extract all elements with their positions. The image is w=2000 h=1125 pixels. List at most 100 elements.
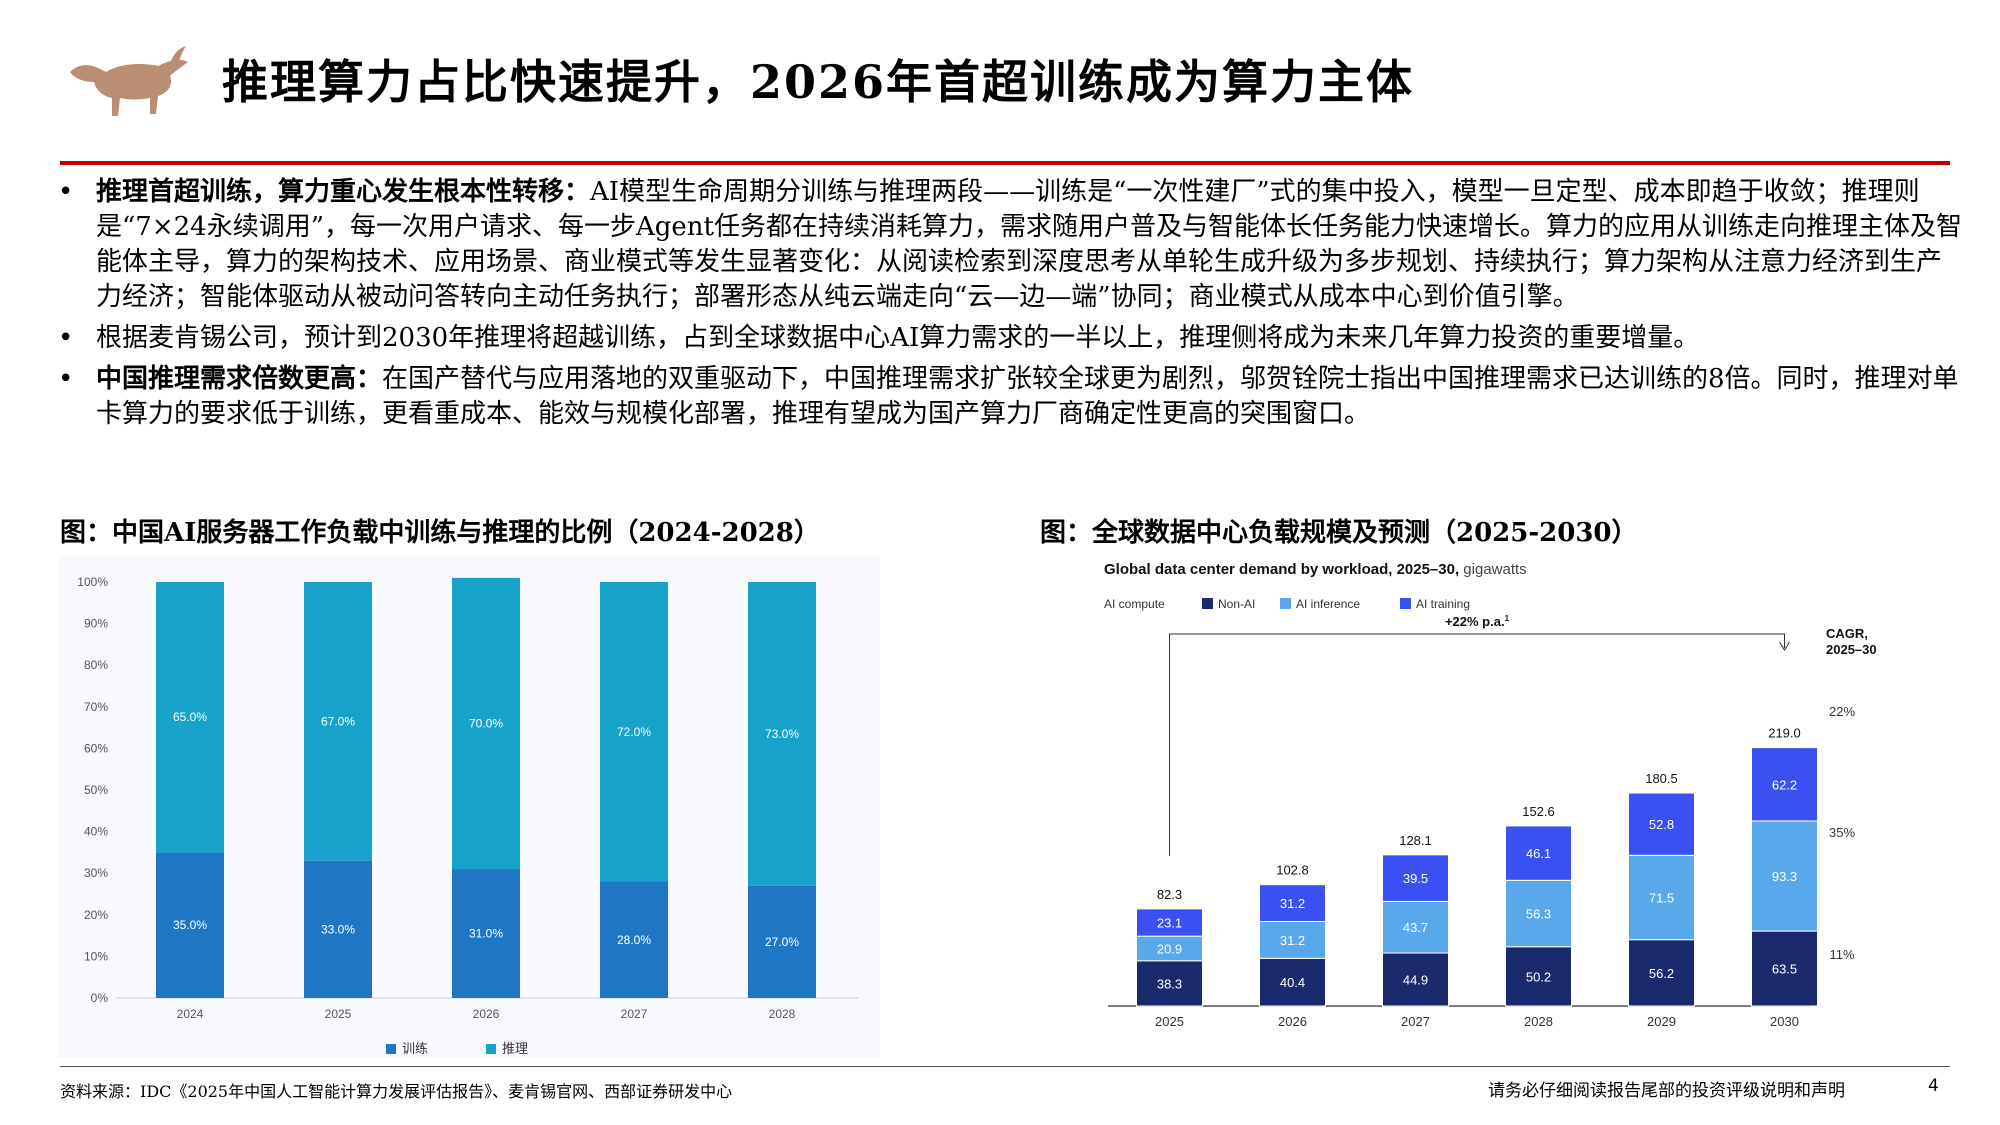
x-tick-label: 2024 xyxy=(177,1007,204,1021)
bar-segment xyxy=(1751,747,1818,822)
data-label: 39.5 xyxy=(1403,871,1428,886)
y-tick-label: 60% xyxy=(84,741,108,755)
bar-segment xyxy=(600,582,668,882)
data-label: 31.2 xyxy=(1280,896,1305,911)
bar-segment xyxy=(1628,939,1695,1007)
data-label: 63.5 xyxy=(1772,962,1797,977)
bar-segment xyxy=(1382,900,1449,954)
y-tick-label: 40% xyxy=(84,825,108,839)
cagr-value: 35% xyxy=(1829,825,1855,840)
y-tick-label: 30% xyxy=(84,866,108,880)
bar-segment xyxy=(748,885,816,998)
data-label: 44.9 xyxy=(1403,973,1428,988)
y-tick-label: 10% xyxy=(84,949,108,963)
bar-segment xyxy=(1382,854,1449,902)
legend-swatch xyxy=(1400,598,1411,609)
bull-logo-icon xyxy=(70,46,188,116)
bar-segment xyxy=(452,577,520,870)
bar-segment xyxy=(156,852,224,998)
bar-segment xyxy=(1382,952,1449,1007)
x-tick-label: 2025 xyxy=(325,1007,352,1021)
data-label: 73.0% xyxy=(765,727,799,741)
total-label: 82.3 xyxy=(1157,887,1182,902)
growth-annotation-sup: 1 xyxy=(1505,614,1510,623)
bullet-text: 根据麦肯锡公司，预计到2030年推理将超越训练，占到全球数据中心AI算力需求的一… xyxy=(96,323,1700,353)
page-title: 推理算力占比快速提升，2026年首超训练成为算力主体 xyxy=(222,55,1415,109)
bullet-dot: • xyxy=(58,323,74,353)
data-label: 52.8 xyxy=(1649,817,1674,832)
data-label: 62.2 xyxy=(1772,777,1797,792)
growth-annotation: +22% p.a.1 xyxy=(1445,614,1510,629)
data-label: 20.9 xyxy=(1157,941,1182,956)
bar-segment xyxy=(1136,935,1203,962)
figure-title-global-demand: 图：全球数据中心负载规模及预测（2025-2030） xyxy=(1040,518,1638,548)
bar-segment xyxy=(748,582,816,886)
data-label: 72.0% xyxy=(617,725,651,739)
global-demand-chart: Global data center demand by workload, 2… xyxy=(1104,561,1877,1029)
x-tick-label: 2028 xyxy=(769,1007,796,1021)
y-tick-label: 70% xyxy=(84,700,108,714)
y-tick-label: 80% xyxy=(84,658,108,672)
bar-segment xyxy=(156,582,224,853)
data-label: 56.2 xyxy=(1649,966,1674,981)
legend-swatch xyxy=(1280,598,1291,609)
legend-label: AI inference xyxy=(1296,597,1360,611)
bar-segment xyxy=(1505,946,1572,1007)
data-label: 56.3 xyxy=(1526,907,1551,922)
source-note: 资料来源：IDC《2025年中国人工智能计算力发展评估报告》、麦肯锡官网、西部证… xyxy=(60,1082,733,1101)
bar-segment xyxy=(1628,792,1695,856)
x-tick-label: 2026 xyxy=(1278,1014,1307,1029)
x-tick-label: 2026 xyxy=(473,1007,500,1021)
x-tick-label: 2030 xyxy=(1770,1014,1799,1029)
title-divider xyxy=(60,161,1950,165)
data-label: 46.1 xyxy=(1526,846,1551,861)
data-label: 35.0% xyxy=(173,918,207,932)
chart-title-unit: gigawatts xyxy=(1459,561,1527,578)
bar-segment xyxy=(1751,930,1818,1007)
bullet-item: • 推理首超训练，算力重心发生根本性转移：AI模型生命周期分训练与推理两段——训… xyxy=(58,175,1963,315)
legend-swatch xyxy=(386,1044,396,1054)
data-label: 65.0% xyxy=(173,710,207,724)
legend-label: Non-AI xyxy=(1218,597,1255,611)
data-label: 23.1 xyxy=(1157,916,1182,931)
x-tick-label: 2025 xyxy=(1155,1014,1184,1029)
bar-segment xyxy=(1136,908,1203,937)
data-label: 40.4 xyxy=(1280,975,1305,990)
bar-segment xyxy=(452,869,520,998)
data-label: 71.5 xyxy=(1649,890,1674,905)
cagr-value: 11% xyxy=(1829,947,1854,962)
data-label: 50.2 xyxy=(1526,969,1551,984)
bullet-heading: 中国推理需求倍数更高： xyxy=(96,364,383,394)
bar-segment xyxy=(1259,957,1326,1007)
bullet-heading: 推理首超训练，算力重心发生根本性转移： xyxy=(96,177,591,207)
data-label: 28.0% xyxy=(617,933,651,947)
legend-label: 推理 xyxy=(502,1041,528,1056)
data-label: 31.0% xyxy=(469,927,503,941)
legend-label: 训练 xyxy=(402,1041,428,1056)
figure-title-china-workload: 图：中国AI服务器工作负载中训练与推理的比例（2024-2028） xyxy=(60,518,820,548)
bar-segment xyxy=(1505,825,1572,881)
data-label: 31.2 xyxy=(1280,933,1305,948)
x-tick-label: 2027 xyxy=(1401,1014,1430,1029)
bar-segment xyxy=(304,582,372,861)
page-number: 4 xyxy=(1928,1076,1939,1096)
disclaimer-text: 请务必仔细阅读报告尾部的投资评级说明和声明 xyxy=(1488,1081,1845,1101)
footer-divider xyxy=(60,1066,1950,1067)
y-tick-label: 0% xyxy=(91,991,109,1005)
cagr-bracket-arrow xyxy=(1779,641,1790,651)
bar-segment xyxy=(304,860,372,998)
data-label: 43.7 xyxy=(1403,920,1428,935)
data-label: 93.3 xyxy=(1772,869,1797,884)
total-label: 152.6 xyxy=(1522,804,1555,819)
data-label: 70.0% xyxy=(469,716,503,730)
data-label: 67.0% xyxy=(321,714,355,728)
chart-title: Global data center demand by workload, 2… xyxy=(1104,561,1527,578)
y-tick-label: 100% xyxy=(77,575,108,589)
bullet-text: 在国产替代与应用落地的双重驱动下，中国推理需求扩张较全球更为剧烈，邬贺铨院士指出… xyxy=(96,364,1959,429)
bullet-text: AI模型生命周期分训练与推理两段——训练是“一次性建厂”式的集中投入，模型一旦定… xyxy=(96,177,1962,312)
bull-body xyxy=(70,59,188,116)
bar-segment xyxy=(1136,960,1203,1007)
bullet-item: • 中国推理需求倍数更高：在国产替代与应用落地的双重驱动下，中国推理需求扩张较全… xyxy=(58,362,1963,432)
y-tick-label: 20% xyxy=(84,908,108,922)
total-label: 180.5 xyxy=(1645,771,1678,786)
